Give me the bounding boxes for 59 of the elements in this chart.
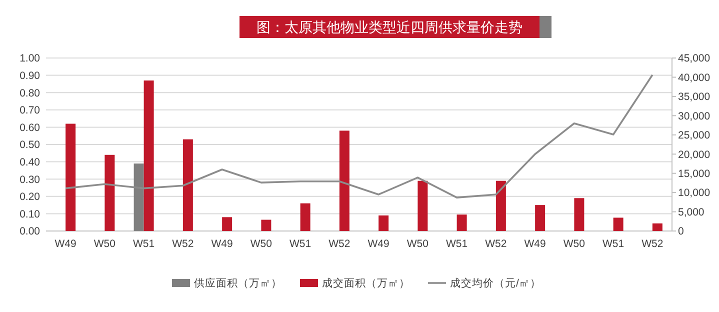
x-tick-label: W51 [602,238,624,250]
x-tick-label: W51 [446,238,468,250]
y-tick-label: 0.00 [20,226,40,238]
x-tick-label: W49 [368,238,390,250]
x-tick-label: W52 [485,238,507,250]
bar [652,223,662,231]
x-tick-label: W49 [54,238,77,250]
x-tick-label: W50 [94,238,116,250]
y2-tick-label: 25,000 [678,130,710,142]
bar [300,203,310,231]
legend-label: 成交面积（万㎡） [322,276,410,290]
bar [182,139,193,231]
y2-tick-label: 35,000 [678,91,710,104]
y2-tick-label: 0 [678,226,684,238]
x-tick-label: W50 [250,238,272,250]
y-tick-label: 1.00 [20,52,40,65]
y-tick-label: 0.20 [20,191,40,204]
bar [378,215,389,231]
bar [339,130,350,231]
x-tick-label: W49 [524,238,546,250]
x-tick-label: W49 [211,238,234,250]
legend-label: 成交均价（元/㎡） [450,276,541,290]
y2-tick-label: 40,000 [678,72,710,84]
x-tick-label: W52 [172,238,194,250]
y2-tick-label: 45,000 [678,52,710,65]
y-tick-label: 0.70 [20,104,40,117]
x-tick-label: W51 [133,238,155,250]
y-tick-label: 0.40 [20,156,40,168]
y-tick-label: 0.50 [20,139,40,152]
bar [574,198,584,231]
y-tick-label: 0.90 [20,70,40,82]
bar [535,205,546,231]
x-tick-label: W50 [563,238,586,250]
chart-title: 图：太原其他物业类型近四周供求量价走势 [256,19,522,35]
bar [418,180,428,231]
line-series [64,74,654,198]
bar [496,180,506,231]
legend-label: 供应面积（万㎡） [194,276,282,290]
bar [261,220,272,231]
y2-tick-label: 20,000 [678,148,710,161]
bar [134,164,144,231]
y-tick-label: 0.80 [20,87,40,100]
y2-tick-label: 30,000 [678,110,710,122]
x-tick-label: W51 [290,238,312,250]
y2-tick-label: 15,000 [678,168,710,180]
y-tick-label: 0.60 [20,122,40,134]
bar [222,217,232,231]
bar [104,154,115,231]
bar [456,214,467,231]
bar [144,80,154,231]
bar [613,218,624,231]
y-tick-label: 0.30 [20,174,40,186]
y2-tick-label: 10,000 [678,187,710,200]
y-tick-label: 0.10 [20,208,40,220]
x-tick-label: W52 [642,238,664,250]
bar [66,124,76,231]
x-tick-label: W52 [328,238,350,250]
y2-tick-label: 5,000 [678,206,704,218]
x-tick-label: W50 [406,238,429,250]
